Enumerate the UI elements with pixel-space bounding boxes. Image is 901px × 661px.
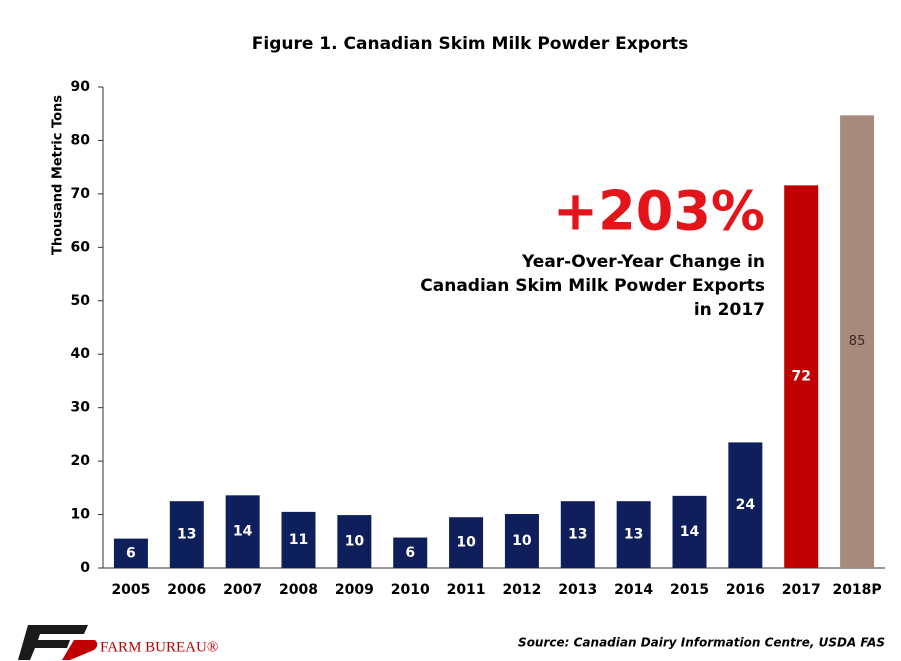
bar (337, 515, 372, 568)
value-label: 10 (456, 535, 476, 551)
value-label: 13 (624, 527, 643, 543)
x-tick-label: 2011 (447, 582, 486, 598)
bar (560, 501, 595, 568)
value-label: 13 (177, 527, 196, 543)
source: Source: Canadian Dairy Information Centr… (518, 636, 885, 650)
logo-text: FARM BUREAU® (100, 639, 218, 655)
bar (728, 442, 763, 568)
x-tick-label: 2014 (614, 582, 653, 598)
value-label: 13 (568, 527, 587, 543)
y-tick-label: 10 (71, 507, 91, 523)
bar (393, 537, 428, 568)
x-tick-label: 2017 (782, 582, 821, 598)
bar (504, 514, 539, 568)
annotation: Canadian Skim Milk Powder Exports (420, 276, 765, 296)
y-tick-label: 30 (71, 400, 91, 416)
y-tick-label: 70 (71, 186, 91, 202)
y-tick-label: 20 (71, 453, 91, 469)
logo-mark (18, 625, 98, 660)
bar (672, 495, 707, 568)
bar (225, 495, 260, 568)
bar (113, 538, 148, 568)
bar (784, 185, 819, 569)
bar (169, 501, 204, 568)
x-tick-label: 2010 (391, 582, 430, 598)
annotation-big: +203% (553, 180, 765, 243)
x-tick-label: 2018P (832, 582, 881, 598)
value-label: 14 (233, 524, 253, 540)
y-tick-label: 80 (71, 132, 91, 148)
value-label: 6 (126, 545, 136, 561)
chart-title: Figure 1. Canadian Skim Milk Powder Expo… (252, 34, 688, 54)
x-tick-label: 2013 (558, 582, 597, 598)
x-tick-label: 2012 (502, 582, 541, 598)
bar (281, 511, 316, 568)
y-axis-label: Thousand Metric Tons (51, 95, 66, 255)
x-tick-label: 2008 (279, 582, 318, 598)
bar (840, 115, 875, 568)
annotation: Year-Over-Year Change in (521, 252, 765, 272)
value-label: 85 (849, 334, 866, 349)
annotation: in 2017 (694, 300, 765, 320)
value-label: 24 (736, 497, 756, 513)
y-tick-label: 50 (71, 293, 91, 309)
bar (616, 501, 651, 568)
x-tick-label: 2015 (670, 582, 709, 598)
value-label: 72 (791, 369, 810, 385)
y-tick-label: 60 (71, 239, 91, 255)
y-tick-label: 0 (80, 560, 90, 576)
value-label: 6 (405, 545, 415, 561)
x-tick-label: 2009 (335, 582, 374, 598)
x-tick-label: 2007 (223, 582, 262, 598)
y-tick-label: 90 (71, 79, 91, 95)
bar (449, 517, 484, 568)
value-label: 11 (289, 532, 308, 548)
value-label: 10 (345, 534, 365, 550)
y-tick-label: 40 (71, 346, 91, 362)
x-tick-label: 2005 (111, 582, 150, 598)
x-tick-label: 2006 (167, 582, 206, 598)
value-label: 10 (512, 533, 532, 549)
x-tick-label: 2016 (726, 582, 765, 598)
value-label: 14 (680, 524, 700, 540)
